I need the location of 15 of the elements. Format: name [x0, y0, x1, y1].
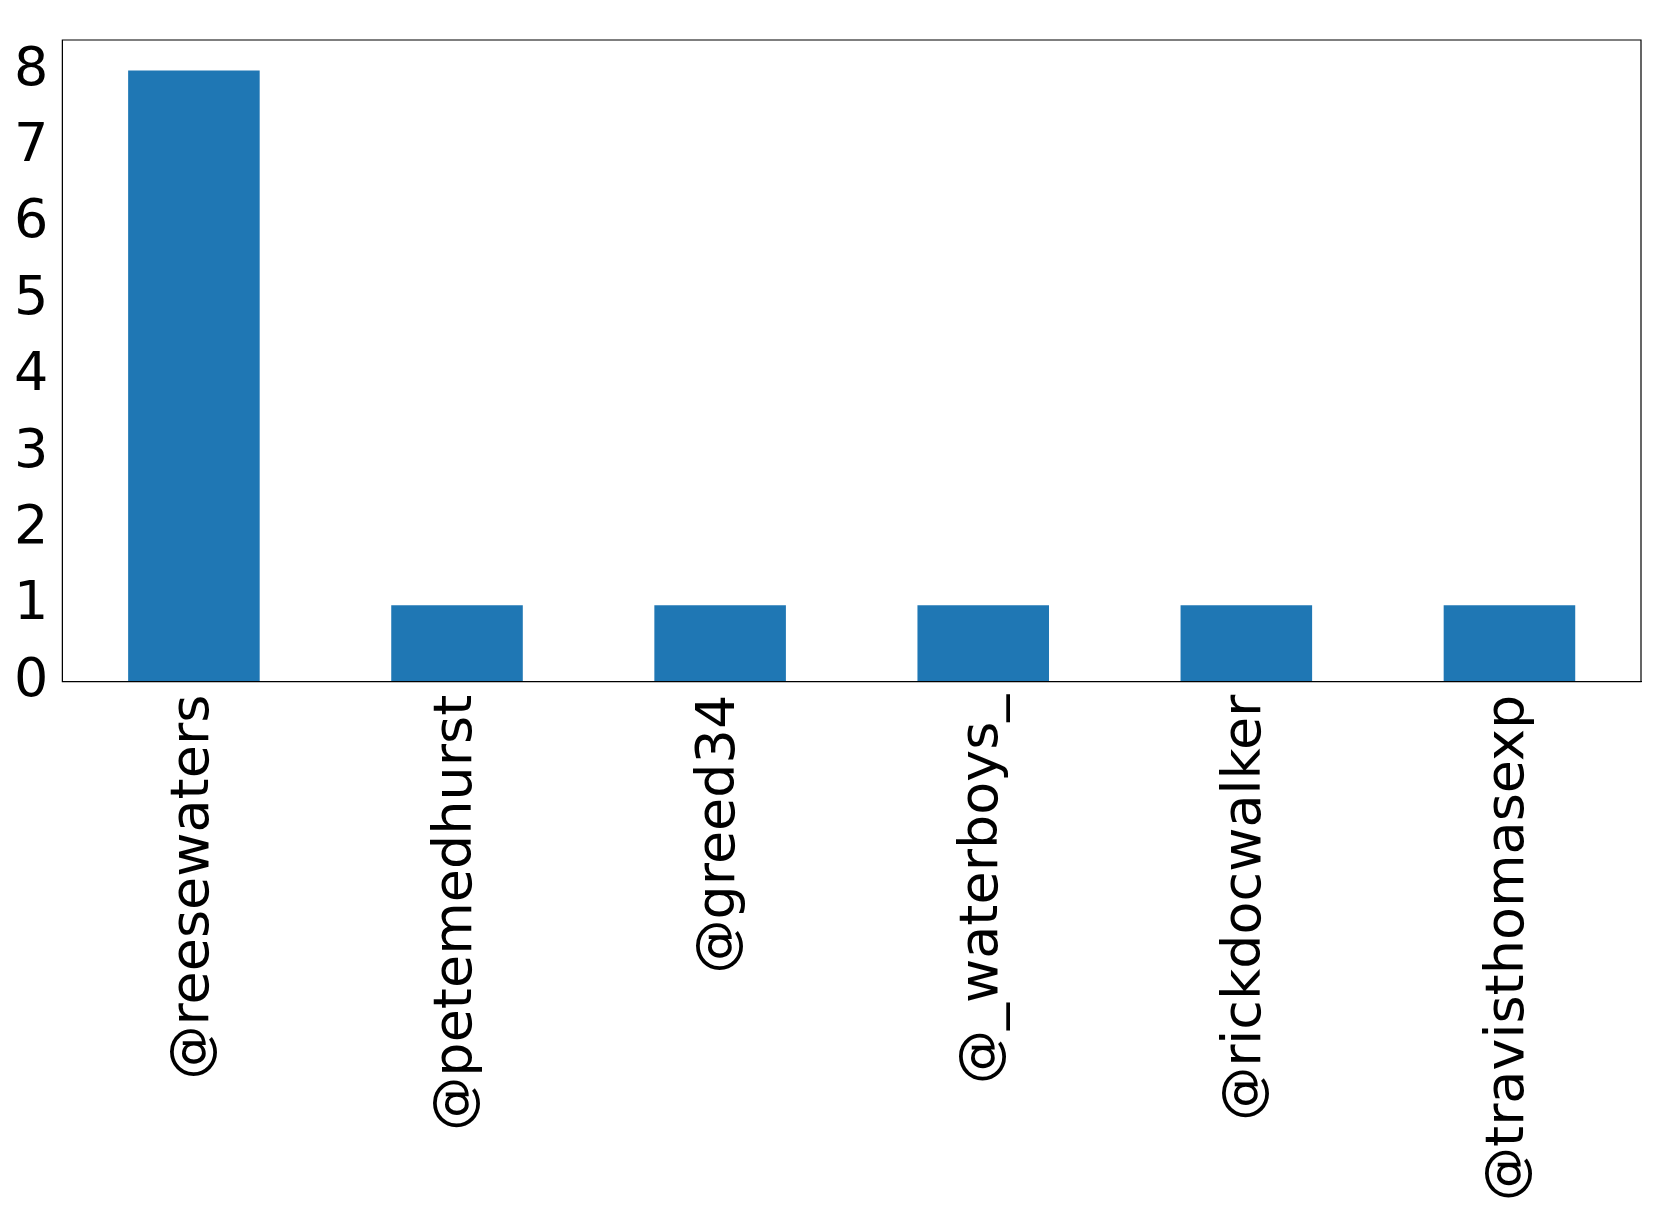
y-tick-label: 2	[14, 492, 49, 556]
y-tick-label: 4	[14, 340, 49, 404]
y-tick-label: 7	[14, 110, 49, 174]
x-tick-label: @travisthomasexp	[1473, 694, 1537, 1202]
x-tick-label: @greed34	[684, 694, 748, 974]
y-tick-label: 6	[14, 187, 49, 251]
y-tick-label: 0	[14, 645, 49, 709]
x-tick-label: @reesewaters	[157, 694, 221, 1080]
y-tick-label: 3	[14, 416, 49, 480]
x-tick-label: @petemedhurst	[421, 694, 485, 1131]
x-tick-label: @rickdocwalker	[1210, 693, 1274, 1121]
y-tick-label: 8	[14, 34, 49, 98]
x-tick-label: @_waterboys_	[947, 693, 1011, 1084]
y-tick-label: 5	[14, 263, 49, 327]
y-tick-label: 1	[14, 569, 49, 633]
